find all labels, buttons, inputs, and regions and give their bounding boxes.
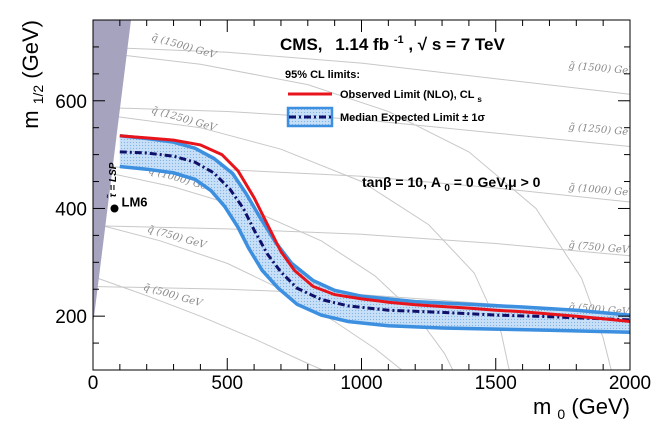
contour-label-q-1250-gev: q̃ (1250) GeV xyxy=(150,105,219,135)
cms-lumi-exponent: -1 xyxy=(394,34,404,46)
legend-expected-label: Median Expected Limit ± 1σ xyxy=(340,112,485,124)
axis-ticks: 0 500 1000 1500 2000 200 400 600 xyxy=(55,19,651,394)
sqrt-sign: √ xyxy=(418,35,428,54)
legend-observed-subscript: s xyxy=(477,95,482,104)
cms-experiment: CMS, xyxy=(280,35,323,54)
header-block: CMS, 1.14 fb -1 , √ s = 7 TeV xyxy=(280,28,505,54)
contour-g-1500-gev xyxy=(93,46,630,95)
contour-label-q-1500-gev: q̃ (1500) GeV xyxy=(150,32,219,62)
param-rest: = 0 GeV,μ > 0 xyxy=(454,174,541,190)
x-axis-symbol: m xyxy=(533,394,551,419)
contour-label-g-1500-gev: g̃ (1500) GeV xyxy=(568,61,638,78)
param-tanb: tanβ = 10, A xyxy=(362,174,441,190)
y-tick-label: 600 xyxy=(55,92,87,113)
legend: 95% CL limits: Observed Limit (NLO), CL … xyxy=(285,69,485,128)
x-tick-label: 1500 xyxy=(475,373,517,394)
lm6-benchmark-label: LM6 xyxy=(122,195,148,210)
cms-header: CMS, 1.14 fb -1 , √ s = 7 TeV xyxy=(280,28,505,54)
model-parameters: tanβ = 10, A 0 = 0 GeV,μ > 0 xyxy=(362,174,541,194)
y-axis-title: m 1/2 (GeV) xyxy=(18,20,48,129)
lm6-benchmark-point xyxy=(110,204,119,213)
contour-label-g-750-gev: g̃ (750) GeV xyxy=(568,240,631,256)
cms-energy: s = 7 TeV xyxy=(432,35,506,54)
legend-title: 95% CL limits: xyxy=(285,69,360,81)
observed-limit-line xyxy=(119,134,630,323)
y-axis-subscript: 1/2 xyxy=(30,85,46,105)
legend-observed-text: Observed Limit (NLO), CL xyxy=(340,89,475,101)
expected-minus-one-sigma-line xyxy=(119,164,630,335)
x-tick-label: 1000 xyxy=(340,373,382,394)
contour-q-500-gev xyxy=(98,278,324,370)
stau-lsp-region xyxy=(93,20,131,325)
x-tick-label: 0 xyxy=(88,373,99,394)
x-axis-title: m 0 (GeV) xyxy=(533,394,630,424)
x-axis-unit: (GeV) xyxy=(571,394,630,419)
y-axis-unit: (GeV) xyxy=(18,20,43,79)
param-a0-subscript: 0 xyxy=(444,183,450,194)
contour-g-1250-gev xyxy=(93,106,630,147)
contour-q-1000-gev xyxy=(98,170,454,370)
y-tick-label: 200 xyxy=(55,307,87,328)
stau-lsp-label: τ̃ = LSP xyxy=(106,162,119,198)
x-axis-subscript: 0 xyxy=(557,406,565,422)
x-tick-label: 500 xyxy=(211,373,243,394)
cms-energy-separator: , xyxy=(408,35,417,54)
legend-observed-label: Observed Limit (NLO), CL s xyxy=(340,89,482,104)
median-expected-line xyxy=(119,150,630,322)
y-tick-label: 400 xyxy=(55,199,87,220)
y-axis-symbol: m xyxy=(18,110,43,128)
cms-lumi: 1.14 fb xyxy=(335,35,389,54)
x-tick-label: 2000 xyxy=(609,373,651,394)
contour-g-750-gev xyxy=(93,225,630,257)
contour-label-g-1250-gev: g̃ (1250) GeV xyxy=(568,122,638,139)
